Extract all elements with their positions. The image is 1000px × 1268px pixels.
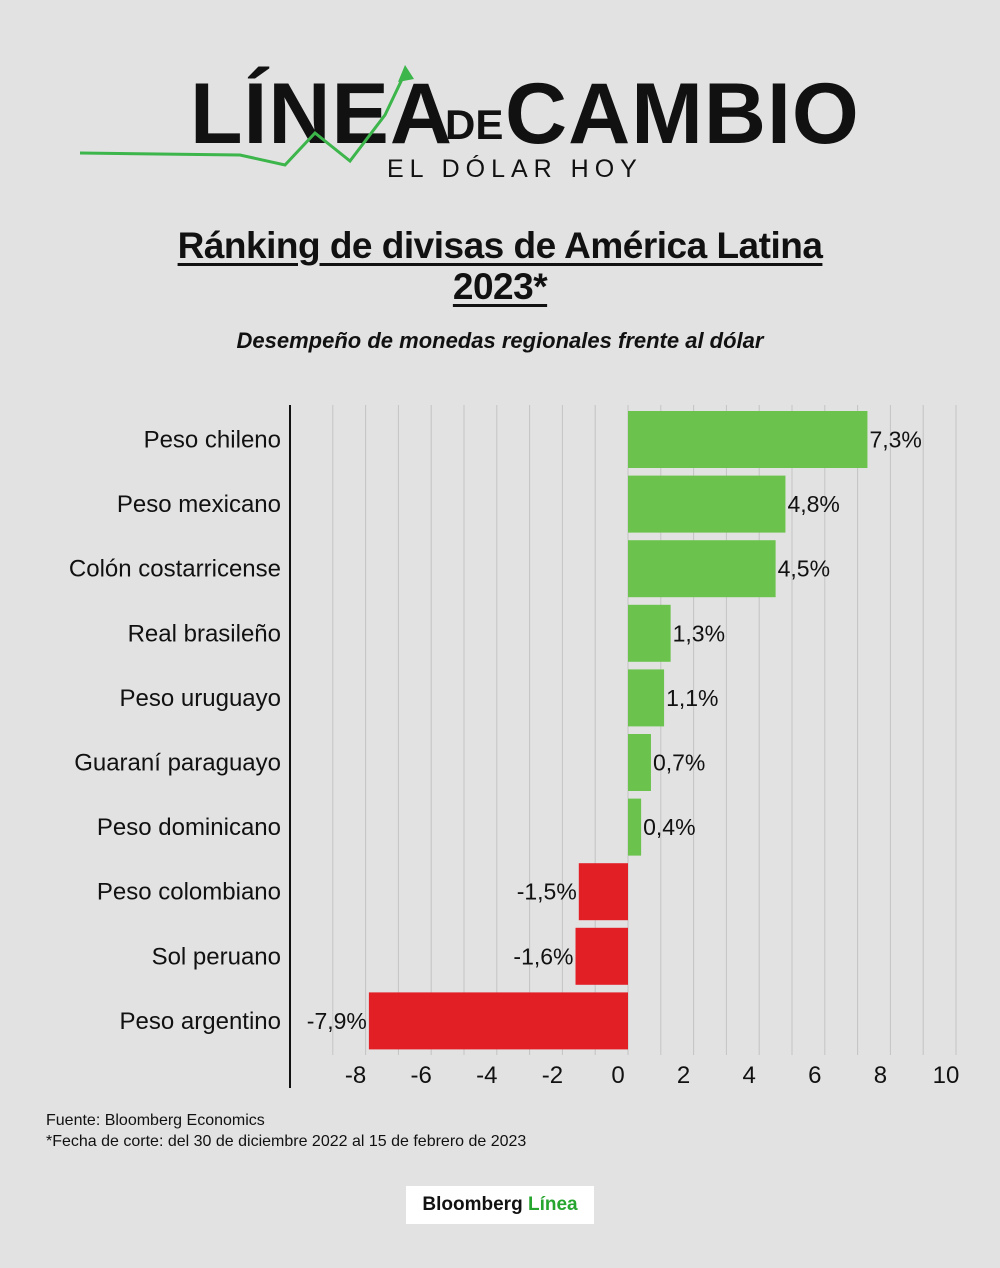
page-title: Ránking de divisas de América Latina 202… [177,225,823,307]
bar-10 [368,992,628,1050]
footnote: *Fecha de corte: del 30 de diciembre 202… [46,1133,527,1150]
chart-notes: Fuente: Bloomberg Economics *Fecha de co… [46,1110,526,1152]
page-subtitle: Desempeño de monedas regionales frente a… [236,328,764,353]
category-label: Guaraní paraguayo [74,750,281,777]
x-tick-label: 2 [677,1062,690,1089]
trend-arrow-icon [79,72,407,167]
category-label: Peso argentino [120,1008,281,1035]
category-label: Sol peruano [152,943,281,970]
brand-linea: Línea [527,1194,578,1215]
bloomberg-linea-logo: Bloomberg Línea [406,1186,594,1224]
x-tick-label: -2 [542,1062,563,1089]
bar-9 [575,927,628,985]
category-label: Real brasileño [128,620,281,647]
data-label: 1,1% [666,685,718,711]
logo-tagline: EL DÓLAR HOY [387,154,643,183]
category-label: Peso dominicano [97,814,281,841]
linea-de-cambio-logo: LÍNEA DE CAMBIO EL DÓLAR HOY [79,65,860,183]
bar-4 [628,604,671,662]
data-label: 0,4% [643,814,695,840]
category-label: Peso chileno [144,427,281,454]
category-label: Peso colombiano [97,879,281,906]
category-label: Peso mexicano [117,491,281,518]
logo-word-linea: LÍNEA [190,66,453,162]
data-label: -7,9% [307,1008,367,1034]
logo-word-cambio: CAMBIO [505,66,860,162]
x-tick-label: 10 [933,1062,960,1089]
x-tick-label: 4 [743,1062,756,1089]
bar-2 [628,475,786,533]
bar-1 [628,411,868,468]
data-label: -1,5% [517,879,577,905]
x-tick-label: -4 [476,1062,497,1089]
brand-bloomberg: Bloomberg [422,1194,523,1215]
x-tick-label: 0 [611,1062,624,1089]
data-label: -1,6% [513,943,573,969]
data-label: 4,8% [787,491,839,517]
bar-7 [628,798,642,856]
category-label: Colón costarricense [69,556,281,583]
data-label: 4,5% [778,556,830,582]
logo-word-de: DE [445,101,503,148]
x-tick-label: -8 [345,1062,366,1089]
bar-8 [578,863,628,921]
x-tick-label: 6 [808,1062,821,1089]
bar-6 [628,734,651,791]
x-tick-label: 8 [874,1062,887,1089]
data-label: 1,3% [673,620,725,646]
bar-5 [628,669,665,727]
category-label: Peso uruguayo [120,685,281,712]
x-tick-label: -6 [411,1062,432,1089]
bar-3 [628,540,776,598]
currency-ranking-chart: Peso chileno 7,3% Peso mexicano 4,8% Colón c… [69,405,960,1089]
trend-arrowhead-icon [398,65,414,82]
data-label: 7,3% [869,427,921,453]
source-note: Fuente: Bloomberg Economics [46,1112,265,1129]
data-label: 0,7% [653,750,705,776]
